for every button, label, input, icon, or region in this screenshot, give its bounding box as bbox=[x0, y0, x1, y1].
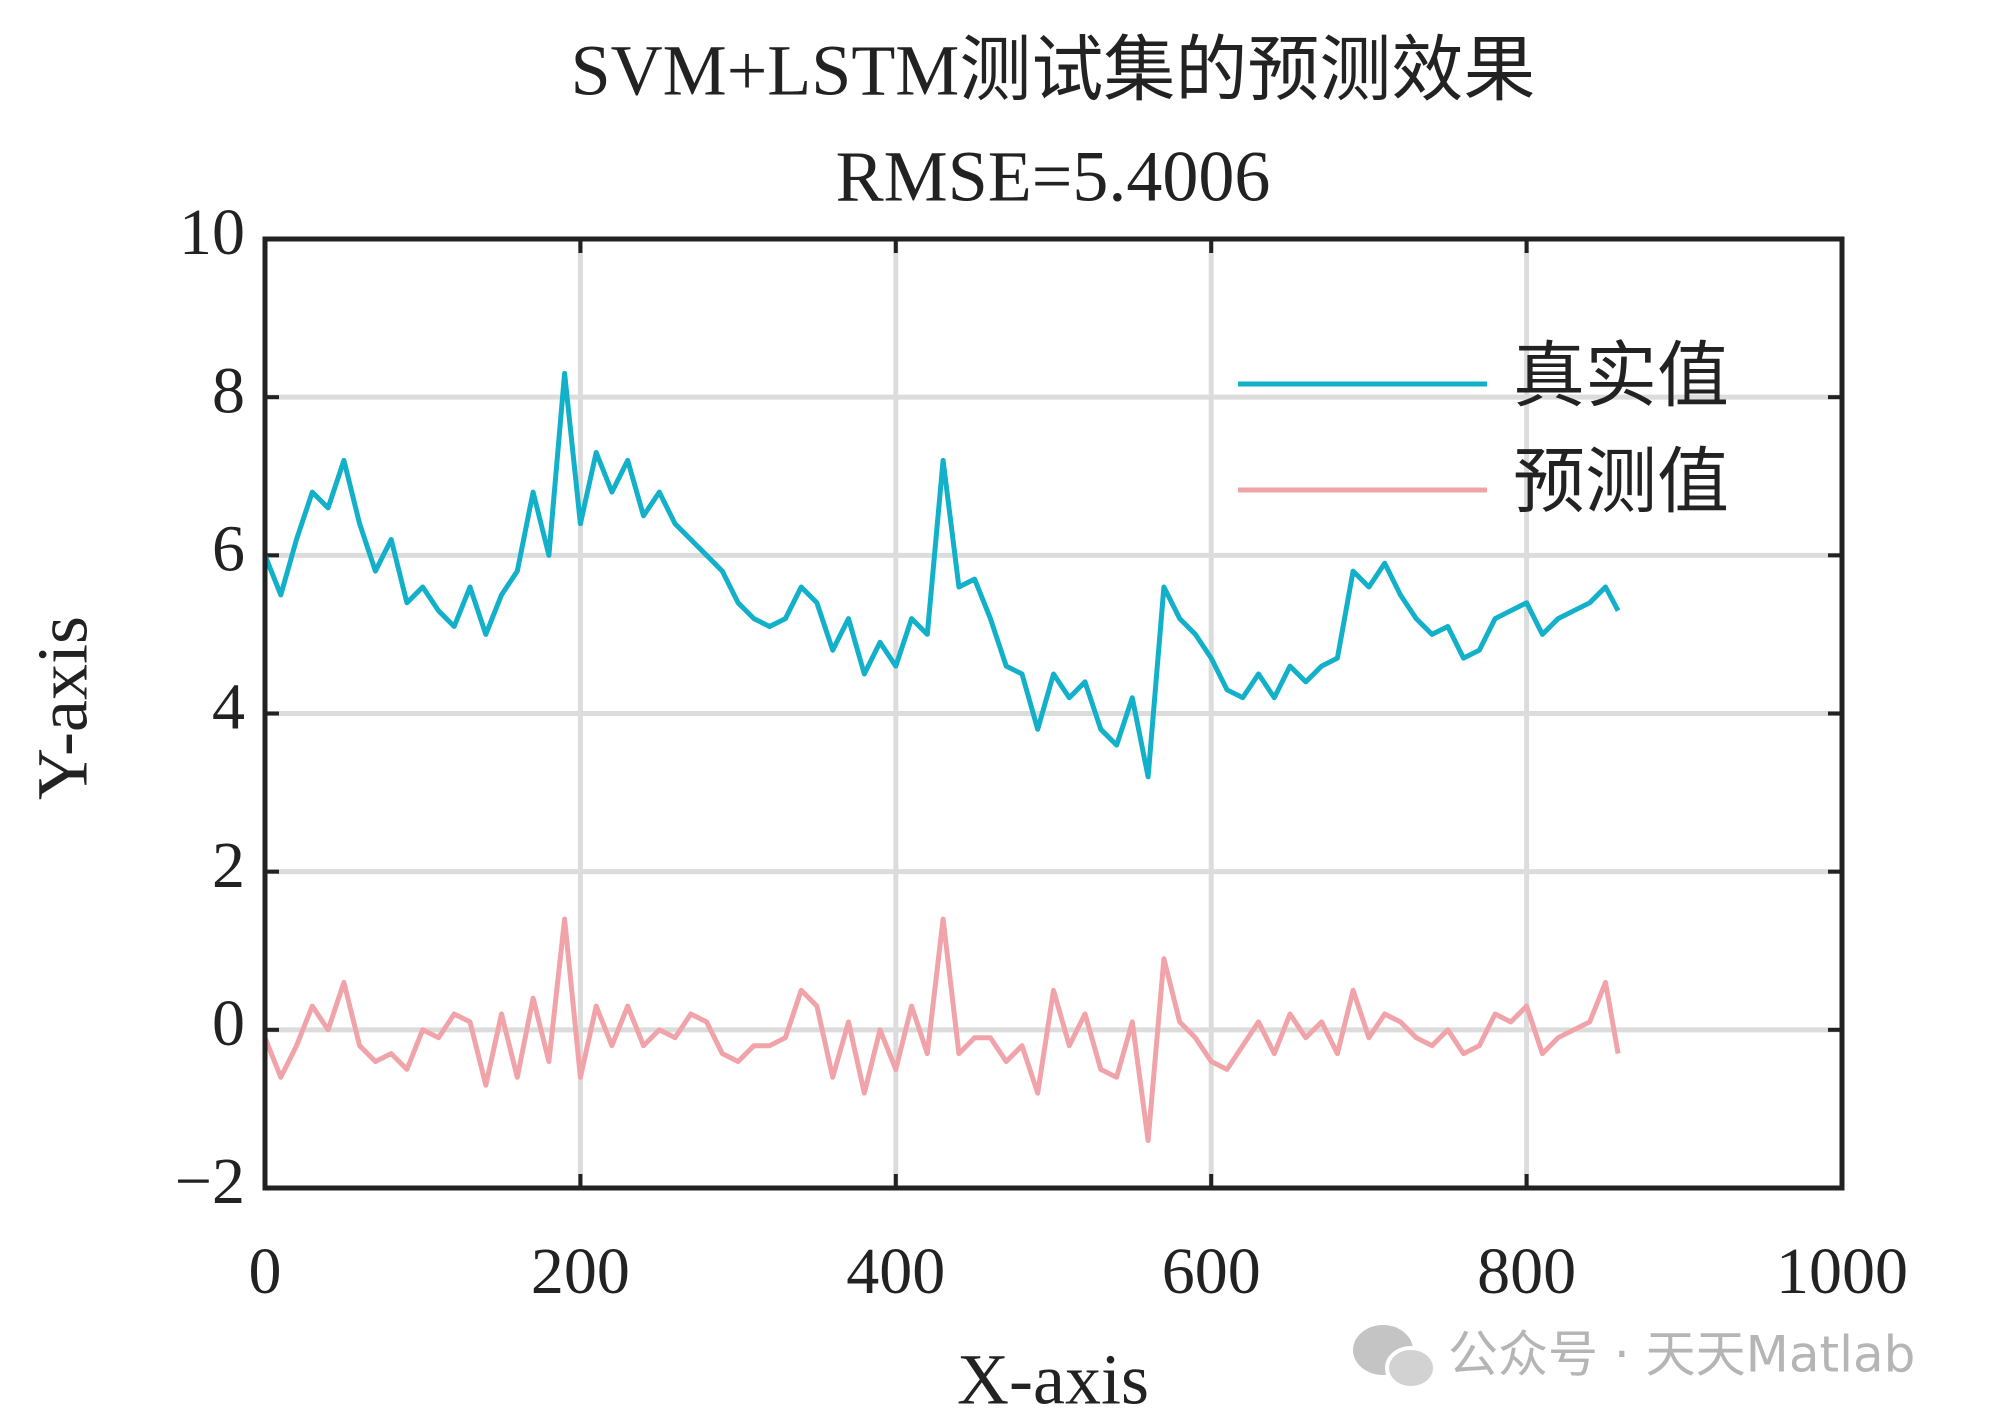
y-tick-label: −2 bbox=[175, 1145, 245, 1218]
y-tick-label: 0 bbox=[212, 987, 245, 1060]
y-tick-label: 2 bbox=[212, 829, 245, 902]
legend-label: 预测值 bbox=[1513, 443, 1729, 523]
plot-frame bbox=[262, 236, 1845, 1191]
y-tick-label: 4 bbox=[212, 671, 245, 744]
y-tick-label: 6 bbox=[212, 512, 245, 585]
data-line bbox=[262, 916, 1621, 1143]
chart-subtitle: RMSE=5.4006 bbox=[836, 137, 1271, 217]
watermark-icon bbox=[1353, 1325, 1437, 1390]
x-tick-label: 1000 bbox=[1776, 1235, 1908, 1308]
y-tick-label: 10 bbox=[179, 196, 245, 269]
x-tick-label: 800 bbox=[1477, 1235, 1576, 1308]
x-tick-label: 200 bbox=[531, 1235, 630, 1308]
y-axis-label: Y-axis bbox=[23, 616, 103, 800]
x-tick-label: 400 bbox=[846, 1235, 945, 1308]
x-tick-label: 0 bbox=[249, 1235, 282, 1308]
x-tick-label: 600 bbox=[1162, 1235, 1261, 1308]
y-tick-label: 8 bbox=[212, 354, 245, 427]
data-line bbox=[262, 370, 1621, 780]
x-axis-label: X-axis bbox=[957, 1340, 1149, 1417]
legend-label: 真实值 bbox=[1513, 337, 1729, 417]
chart-title: SVM+LSTM测试集的预测效果 bbox=[571, 31, 1536, 111]
watermark: 公众号 · 天天Matlab bbox=[1448, 1326, 1915, 1384]
